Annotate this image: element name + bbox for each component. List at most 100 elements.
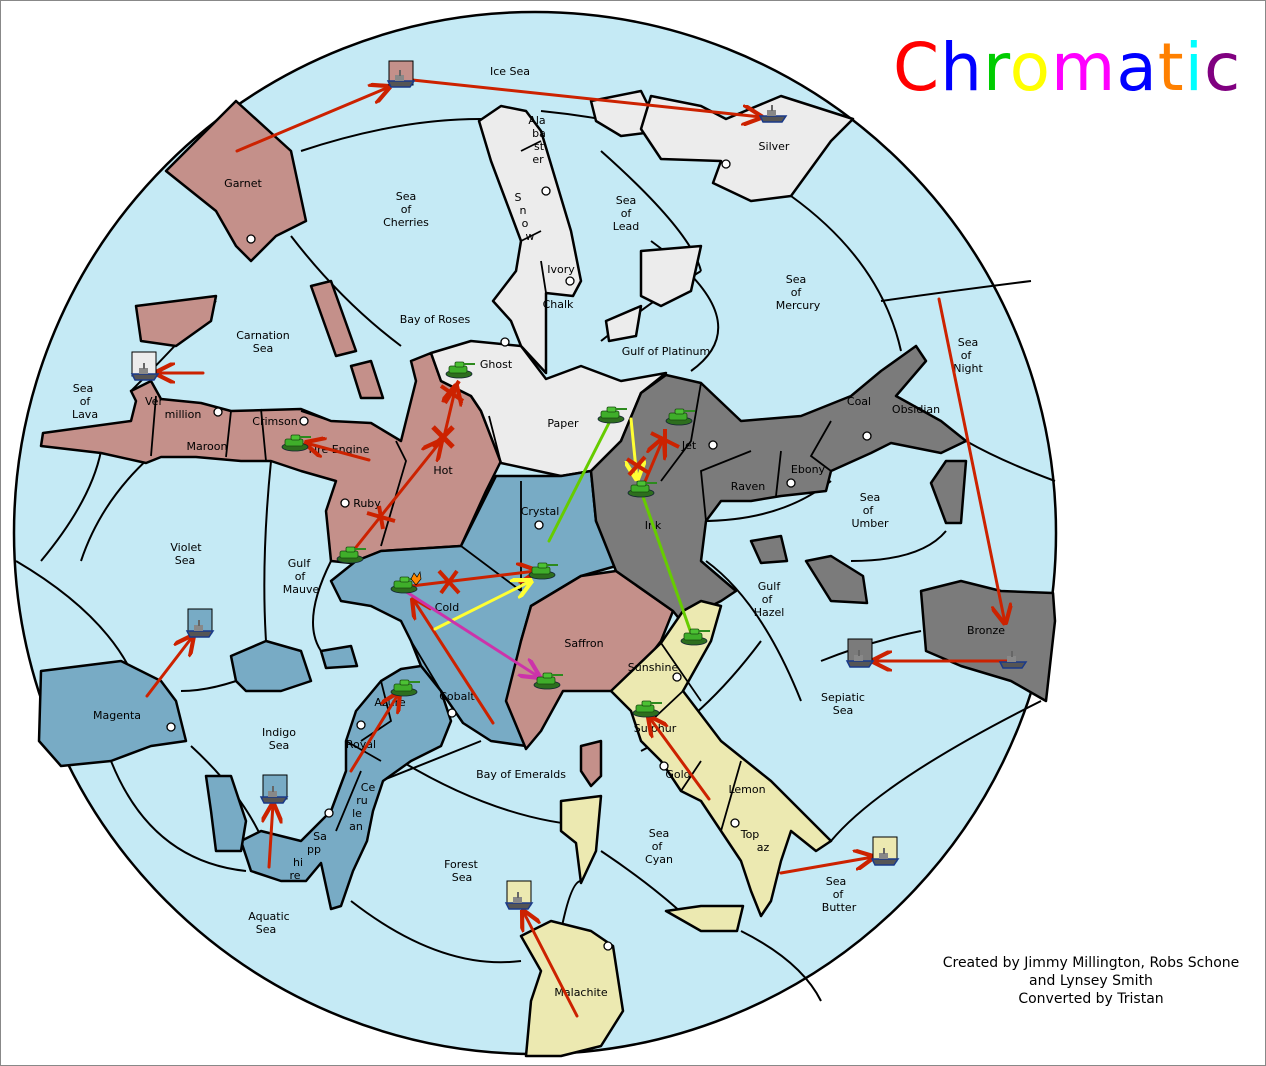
title-letter: c	[1204, 29, 1242, 106]
label-gold: Gold	[665, 768, 690, 781]
label-snow: S	[515, 191, 522, 204]
label-maroon: Maroon	[187, 440, 228, 453]
territory-garnet[interactable]	[164, 99, 308, 263]
supply-centers	[166, 159, 872, 951]
label-sea-of-cyan: Cyan	[645, 853, 673, 866]
order-convoy	[547, 417, 613, 543]
failed-order-marks	[366, 379, 680, 595]
label-ivory: Ivory	[547, 263, 575, 276]
order-move	[145, 636, 193, 698]
label-silver: Silver	[759, 140, 790, 153]
label-sea-of-mercury: Mercury	[776, 299, 821, 312]
label-cold: Cold	[435, 601, 459, 614]
label-cerulean: an	[349, 820, 363, 833]
label-sunshine: Sunshine	[628, 661, 679, 674]
label-forest-sea: Sea	[452, 871, 473, 884]
label-aquatic-sea: Sea	[256, 923, 277, 936]
label-carnation-sea: Carnation	[236, 329, 290, 342]
label-alabaster: ba	[532, 127, 546, 140]
label-vermillion: Ver	[145, 395, 163, 408]
label-gulf-of-mauve: Mauve	[283, 583, 320, 596]
credits: Created by Jimmy Millington, Robs Schone…	[921, 954, 1261, 1008]
island-roses	[349, 359, 385, 400]
label-alabaster: er	[532, 153, 544, 166]
label-coal: Coal	[847, 395, 871, 408]
label-sapphire: pp	[307, 843, 321, 856]
map-labels: Ice Sea Ala ba st er S n o w Silver Sea …	[72, 65, 1005, 999]
label-ebony: Ebony	[791, 463, 826, 476]
island-indigo-1	[229, 639, 313, 693]
order-move	[779, 857, 873, 875]
label-sea-of-umber: of	[863, 504, 875, 517]
order-move	[306, 443, 371, 462]
territories	[37, 89, 1057, 1058]
label-sea-of-cyan: of	[652, 840, 664, 853]
orders	[145, 77, 1009, 1018]
title-letter: i	[1184, 29, 1204, 106]
territory-alabaster-snow[interactable]	[477, 104, 583, 375]
label-sea-of-lava: Lava	[72, 408, 98, 421]
label-alabaster: st	[534, 140, 545, 153]
label-gulf-of-platinum: Gulf of Platinum	[622, 345, 710, 358]
order-move	[269, 804, 273, 869]
title-letter: h	[940, 29, 983, 106]
label-magenta: Magenta	[93, 709, 141, 722]
label-snow: n	[520, 204, 527, 217]
order-move	[937, 297, 1005, 623]
label-sepiatic-sea: Sepiatic	[821, 691, 865, 704]
label-indigo-sea: Indigo	[262, 726, 296, 739]
map-title: Chromatic	[893, 29, 1241, 106]
label-sea-of-lead: of	[621, 207, 633, 220]
units	[131, 60, 1027, 910]
title-letter: m	[1051, 29, 1117, 106]
island-lead-1	[639, 244, 703, 308]
label-sea-of-cherries: of	[401, 203, 413, 216]
territory-magenta[interactable]	[37, 659, 188, 768]
explosion-icon	[410, 570, 422, 586]
label-snow: w	[526, 230, 535, 243]
label-snow: o	[522, 217, 529, 230]
title-letter: t	[1157, 29, 1185, 106]
island-cyan	[559, 794, 603, 885]
label-sea-of-umber: Umber	[851, 517, 889, 530]
label-sea-of-lava: Sea	[73, 382, 94, 395]
order-move	[401, 571, 536, 589]
territory-silver[interactable]	[639, 94, 855, 203]
order-move	[523, 911, 579, 1018]
label-sea-of-night: of	[961, 349, 973, 362]
order-move	[401, 77, 761, 117]
label-sea-of-night: Sea	[958, 336, 979, 349]
label-paper: Paper	[547, 417, 579, 430]
dislodged-mark	[431, 425, 455, 449]
label-hot: Hot	[433, 464, 453, 477]
label-saffron: Saffron	[564, 637, 603, 650]
label-bronze: Bronze	[967, 624, 1005, 637]
label-sea-of-lead: Lead	[613, 220, 639, 233]
label-ice-sea: Ice Sea	[490, 65, 530, 78]
credits-line: Converted by Tristan	[1018, 991, 1164, 1007]
label-violet-sea: Violet	[170, 541, 202, 554]
label-sea-of-butter: Butter	[822, 901, 857, 914]
island-carnation-east	[309, 279, 358, 358]
label-vermillion: million	[165, 408, 202, 421]
label-aquatic-sea: Aquatic	[248, 910, 289, 923]
ship-icon	[387, 60, 415, 88]
order-convoy	[639, 489, 693, 635]
label-topaz: az	[757, 841, 770, 854]
territory-saffron[interactable]	[504, 569, 675, 751]
island-carnation-west	[134, 294, 218, 348]
title-letter: C	[893, 29, 941, 106]
label-violet-sea: Sea	[175, 554, 196, 567]
territory-bronze[interactable]	[919, 579, 1057, 703]
label-gulf-of-hazel: Gulf	[758, 580, 782, 593]
label-gulf-of-hazel: of	[762, 593, 774, 606]
label-topaz: Top	[740, 828, 760, 841]
label-sapphire: hi	[293, 856, 303, 869]
credits-line: and Lynsey Smith	[1029, 973, 1153, 989]
label-ghost: Ghost	[480, 358, 513, 371]
label-gulf-of-mauve: of	[295, 570, 307, 583]
title-letter: o	[1009, 29, 1052, 106]
island-butter	[664, 904, 745, 933]
label-cobalt: Cobalt	[439, 690, 475, 703]
